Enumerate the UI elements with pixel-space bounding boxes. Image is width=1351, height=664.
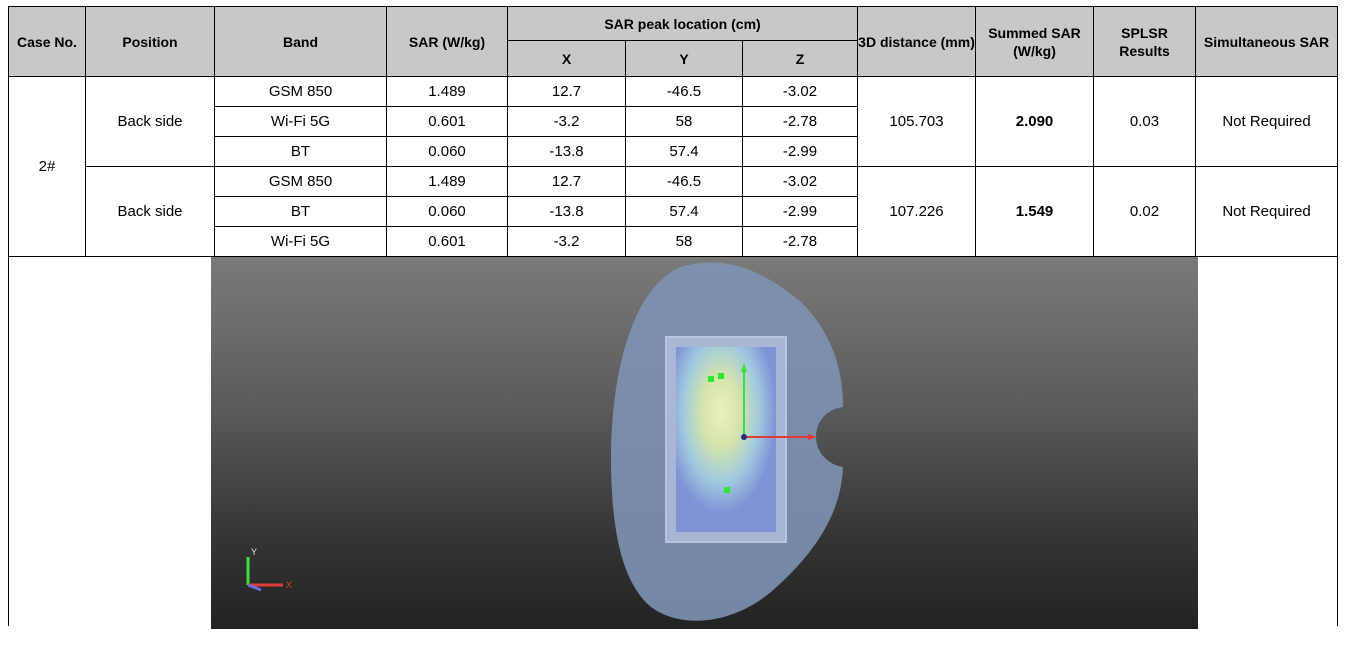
sar-cell: 0.060 <box>386 196 508 227</box>
sar-distribution-image: Y X <box>211 257 1198 629</box>
header-3d-distance: 3D distance (mm) <box>857 6 977 77</box>
z-cell: -3.02 <box>741 76 859 107</box>
axis-label-x: X <box>286 580 292 590</box>
y-cell: -46.5 <box>625 166 743 197</box>
splsr-cell: 0.02 <box>1093 166 1197 257</box>
position-cell: Back side <box>85 76 215 167</box>
distance-cell: 105.703 <box>857 76 977 167</box>
summed-sar-cell: 2.090 <box>975 76 1095 167</box>
z-cell: -2.78 <box>741 106 859 137</box>
band-cell: BT <box>214 136 387 167</box>
header-peak-location: SAR peak location (cm) <box>506 6 859 41</box>
y-cell: 58 <box>625 226 743 257</box>
sar-table: Case No. Position Band SAR (W/kg) SAR pe… <box>7 6 1339 629</box>
summed-sar-cell: 1.549 <box>975 166 1095 257</box>
x-cell: -3.2 <box>507 106 626 137</box>
table-row: Wi-Fi 5G 0.601 -3.2 58 -2.78 <box>9 226 1338 257</box>
y-cell: 57.4 <box>625 196 743 227</box>
distance-cell: 107.226 <box>857 166 977 257</box>
peak-marker <box>708 376 714 382</box>
splsr-cell: 0.03 <box>1093 76 1197 167</box>
sar-cell: 1.489 <box>386 76 508 107</box>
band-cell: Wi-Fi 5G <box>214 226 387 257</box>
band-cell: Wi-Fi 5G <box>214 106 387 137</box>
table-row: 2# Back side GSM 850 1.489 12.7 -46.5 -3… <box>8 76 1339 257</box>
position-cell: Back side <box>85 166 215 257</box>
simultaneous-cell: Not Required <box>1195 166 1339 257</box>
x-cell: 12.7 <box>507 166 626 197</box>
sar-cell: 0.060 <box>386 136 508 167</box>
x-cell: -13.8 <box>507 136 626 167</box>
sar-cell: 1.489 <box>386 166 508 197</box>
header-position: Position <box>85 6 215 77</box>
header-case-no: Case No. <box>8 6 86 77</box>
y-cell: -46.5 <box>625 76 743 107</box>
sar-plot-cell: Y X <box>7 256 1339 629</box>
table-row: BT 0.060 -13.8 57.4 -2.99 <box>9 136 1338 167</box>
table-row: Back side GSM 850 1.489 12.7 -46.5 -3.02… <box>9 166 1339 257</box>
y-cell: 57.4 <box>625 136 743 167</box>
x-cell: -13.8 <box>507 196 626 227</box>
table-row: Wi-Fi 5G 0.601 -3.2 58 -2.78 <box>9 106 1338 137</box>
axis-label-y: Y <box>251 547 257 557</box>
y-cell: 58 <box>625 106 743 137</box>
peak-marker <box>718 373 724 379</box>
sar-cell: 0.601 <box>386 226 508 257</box>
z-cell: -2.78 <box>741 226 859 257</box>
sar-plot-svg: Y X <box>246 262 843 621</box>
header-x: X <box>507 40 626 77</box>
peak-marker <box>724 487 730 493</box>
band-cell: BT <box>214 196 387 227</box>
header-band: Band <box>214 6 387 77</box>
simultaneous-cell: Not Required <box>1195 76 1339 167</box>
header-splsr: SPLSR Results <box>1093 6 1197 77</box>
header-y: Y <box>625 40 743 77</box>
header-simultaneous: Simultaneous SAR <box>1195 6 1339 77</box>
sar-cell: 0.601 <box>386 106 508 137</box>
case-cell: 2# <box>8 76 86 257</box>
z-cell: -2.99 <box>741 196 859 227</box>
band-cell: GSM 850 <box>214 166 387 197</box>
table-row: BT 0.060 -13.8 57.4 -2.99 <box>9 196 1338 227</box>
band-cell: GSM 850 <box>214 76 387 107</box>
z-cell: -2.99 <box>741 136 859 167</box>
header-sar: SAR (W/kg) <box>386 6 508 77</box>
header-summed-sar: Summed SAR (W/kg) <box>975 6 1095 77</box>
z-cell: -3.02 <box>741 166 859 197</box>
x-cell: 12.7 <box>507 76 626 107</box>
header-z: Z <box>741 40 859 77</box>
x-cell: -3.2 <box>507 226 626 257</box>
